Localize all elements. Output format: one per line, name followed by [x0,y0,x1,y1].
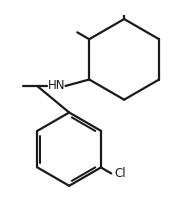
Text: HN: HN [48,79,65,92]
Text: Cl: Cl [114,167,126,180]
